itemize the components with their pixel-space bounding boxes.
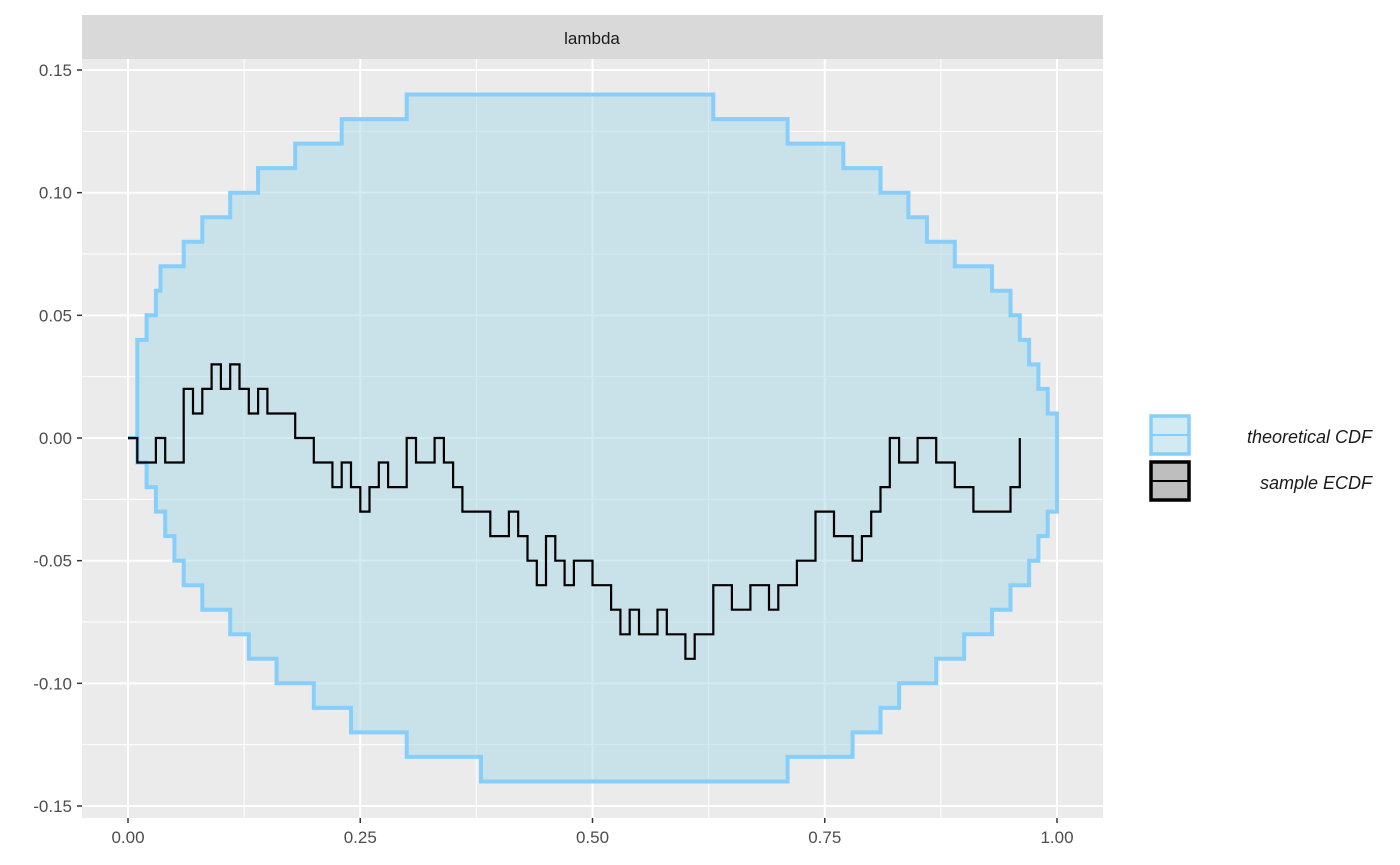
- x-tick-label: 0.50: [576, 828, 609, 847]
- y-tick-label: 0.00: [39, 429, 72, 448]
- x-tick-label: 1.00: [1040, 828, 1073, 847]
- sample-ecdf-line: [128, 363, 1021, 660]
- x-tick-label: 0.25: [344, 828, 377, 847]
- facet-strip-label: lambda: [564, 29, 620, 48]
- strip-background: [82, 15, 1103, 59]
- y-tick-label: -0.15: [33, 797, 72, 816]
- theoretical-cdf-band: [128, 92, 1059, 784]
- y-tick-label: 0.10: [39, 184, 72, 203]
- y-tick-label: -0.05: [33, 552, 72, 571]
- y-tick-label: 0.05: [39, 306, 72, 325]
- y-axis: 0.15 0.10 0.05 0.00 -0.05 -0.10 -0.15: [33, 61, 82, 816]
- x-tick-label: 0.00: [111, 828, 144, 847]
- legend: theoretical CDF sample ECDF: [1149, 414, 1373, 502]
- sample-ecdf-series: [128, 363, 1021, 660]
- theoretical-band-upper: [128, 92, 1059, 440]
- y-tick-label: 0.15: [39, 61, 72, 80]
- y-tick-label: -0.10: [33, 674, 72, 693]
- legend-label-sample-ecdf: sample ECDF: [1260, 473, 1373, 493]
- theoretical-band-lower: [128, 436, 1059, 784]
- theoretical-band-fill: [128, 94, 1057, 782]
- legend-label-theoretical-cdf: theoretical CDF: [1247, 427, 1373, 447]
- x-axis: 0.00 0.25 0.50 0.75 1.00: [111, 818, 1074, 847]
- x-tick-label: 0.75: [808, 828, 841, 847]
